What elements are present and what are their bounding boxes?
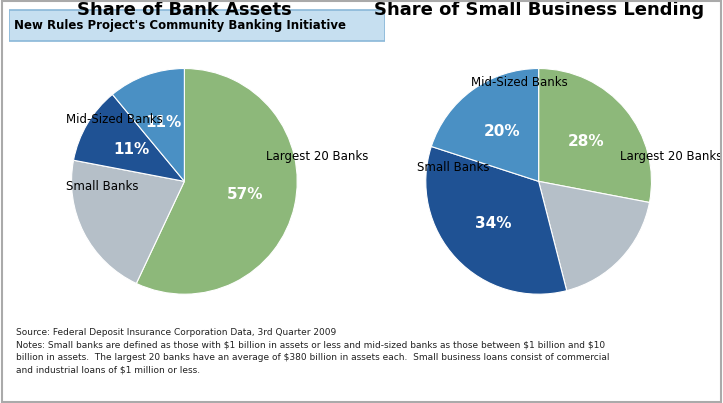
Wedge shape: [539, 181, 649, 291]
Text: 11%: 11%: [145, 115, 181, 131]
Text: Largest 20 Banks: Largest 20 Banks: [620, 150, 722, 163]
Text: Small Banks: Small Banks: [66, 181, 138, 193]
FancyBboxPatch shape: [9, 10, 385, 41]
Wedge shape: [426, 146, 567, 294]
Wedge shape: [539, 69, 651, 202]
Title: Share of Small Business Lending: Share of Small Business Lending: [374, 1, 703, 19]
Text: Source: Federal Deposit Insurance Corporation Data, 3rd Quarter 2009
Notes: Smal: Source: Federal Deposit Insurance Corpor…: [16, 328, 609, 375]
Title: Share of Bank Assets: Share of Bank Assets: [77, 1, 292, 19]
Wedge shape: [137, 69, 297, 294]
Wedge shape: [113, 69, 184, 181]
Text: Mid-Sized Banks: Mid-Sized Banks: [66, 113, 163, 126]
Wedge shape: [432, 69, 539, 181]
Text: Largest 20 Banks: Largest 20 Banks: [265, 150, 368, 163]
Text: Small Banks: Small Banks: [416, 161, 489, 174]
Text: Mid-Sized Banks: Mid-Sized Banks: [471, 75, 568, 89]
Wedge shape: [74, 94, 184, 181]
Text: 20%: 20%: [484, 124, 521, 139]
Text: 11%: 11%: [113, 142, 149, 157]
Wedge shape: [72, 160, 184, 283]
Text: 28%: 28%: [568, 134, 604, 149]
Text: 57%: 57%: [227, 187, 263, 202]
Text: 34%: 34%: [475, 216, 512, 231]
Text: New Rules Project's Community Banking Initiative: New Rules Project's Community Banking In…: [14, 19, 346, 31]
